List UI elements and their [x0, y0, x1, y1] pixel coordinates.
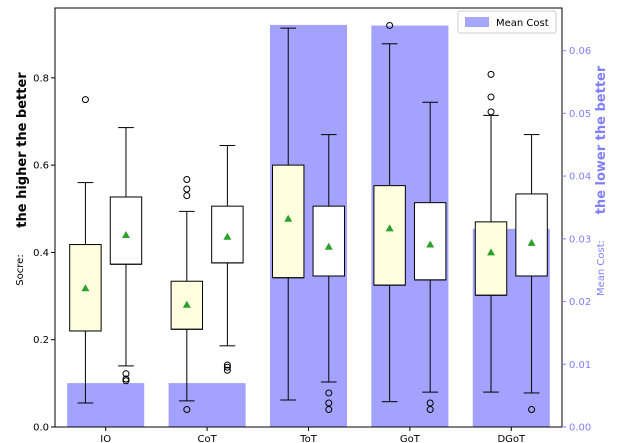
- box-tot-second: [312, 134, 345, 414]
- mean-cost-bar: [67, 383, 145, 427]
- outlier-point: [183, 176, 191, 184]
- box-body: [373, 185, 406, 286]
- right-tick-label: 0.04: [569, 172, 591, 183]
- right-tick-label: 0.00: [569, 423, 591, 434]
- right-tick-label: 0.05: [569, 109, 591, 120]
- score-box-plots: [69, 21, 548, 414]
- outlier-point: [122, 370, 130, 378]
- box-io-first: [69, 96, 102, 404]
- legend: Mean Cost: [457, 10, 557, 34]
- box-body: [109, 196, 143, 265]
- mean-marker: [527, 238, 536, 246]
- outlier-point: [183, 185, 191, 193]
- x-tick-label: IO: [100, 434, 111, 443]
- left-tick-label: 0.0: [33, 423, 49, 434]
- x-tick-label: GoT: [400, 434, 421, 443]
- box-cot-first: [170, 176, 204, 414]
- box-dgot-first: [474, 70, 508, 393]
- mean-marker: [81, 284, 90, 292]
- outlier-point: [223, 363, 231, 371]
- outlier-point: [426, 406, 434, 414]
- right-tick-label: 0.06: [569, 46, 591, 57]
- box-body: [312, 205, 345, 277]
- right-axis-ticks: 0.00 0.01 0.02 0.03 0.04 0.05 0.06: [562, 46, 591, 434]
- outlier-point: [386, 21, 394, 29]
- mean-marker: [385, 224, 394, 232]
- outlier-point: [325, 389, 333, 397]
- box-body: [474, 221, 508, 296]
- mean-cost-bar: [168, 383, 246, 427]
- x-tick-label: ToT: [299, 434, 318, 443]
- left-tick-label: 0.2: [33, 335, 49, 346]
- right-tick-label: 0.03: [569, 234, 591, 245]
- outlier-point: [183, 192, 191, 200]
- left-tick-label: 0.4: [33, 248, 49, 259]
- box-got-second: [413, 101, 447, 414]
- outlier-point: [325, 399, 333, 407]
- outlier-point: [426, 399, 434, 407]
- left-axis-title: the higher the better: [15, 72, 30, 228]
- box-body: [515, 193, 548, 277]
- right-tick-label: 0.02: [569, 297, 591, 308]
- right-axis-label: Mean Cost:: [596, 240, 607, 296]
- box-tot-first: [272, 27, 305, 401]
- outlier-point: [183, 406, 191, 414]
- outlier-point: [325, 406, 333, 414]
- outlier-point: [528, 406, 536, 414]
- mean-marker: [284, 214, 293, 222]
- mean-marker: [426, 240, 435, 248]
- outlier-point: [487, 70, 495, 78]
- mean-marker: [487, 248, 496, 256]
- box-io-second: [109, 127, 143, 385]
- right-tick-label: 0.01: [569, 360, 591, 371]
- left-axis-ticks: 0.0 0.2 0.4 0.6 0.8: [33, 73, 55, 434]
- box-cot-second: [211, 144, 244, 374]
- outlier-point: [487, 93, 495, 101]
- mean-marker: [121, 230, 130, 238]
- x-tick-label: CoT: [197, 434, 217, 443]
- outlier-point: [223, 361, 231, 369]
- mean-marker: [223, 232, 232, 240]
- outlier-point: [223, 366, 231, 374]
- right-axis-title: the lower the better: [594, 65, 609, 214]
- left-tick-label: 0.8: [33, 73, 49, 84]
- mean-marker: [182, 300, 191, 308]
- left-tick-label: 0.6: [33, 161, 49, 172]
- outlier-point: [81, 96, 89, 104]
- x-axis-ticks: IO CoT ToT GoT DGoT: [100, 427, 526, 443]
- mean-marker: [324, 242, 333, 250]
- outlier-point: [487, 108, 495, 116]
- legend-frame: [457, 10, 557, 34]
- legend-swatch: [465, 17, 489, 27]
- outlier-point: [122, 377, 130, 385]
- left-axis-label: Socre:: [15, 254, 26, 285]
- x-tick-label: DGoT: [497, 434, 526, 443]
- box-got-first: [373, 21, 406, 403]
- legend-label: Mean Cost: [496, 18, 549, 29]
- box-dgot-second: [515, 134, 548, 414]
